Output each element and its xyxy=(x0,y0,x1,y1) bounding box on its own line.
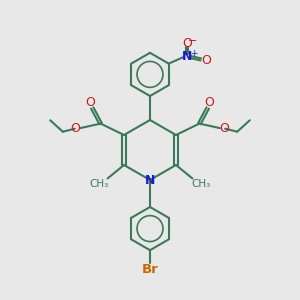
Text: −: − xyxy=(188,36,197,46)
Text: O: O xyxy=(70,122,80,135)
Text: O: O xyxy=(220,122,230,135)
Text: N: N xyxy=(182,50,193,64)
Text: O: O xyxy=(85,96,95,109)
Text: +: + xyxy=(190,49,198,58)
Text: Br: Br xyxy=(142,263,158,276)
Text: CH₃: CH₃ xyxy=(89,179,109,189)
Text: O: O xyxy=(201,54,211,67)
Text: CH₃: CH₃ xyxy=(192,179,211,189)
Text: O: O xyxy=(182,37,192,50)
Text: O: O xyxy=(205,96,214,109)
Text: N: N xyxy=(145,173,155,187)
